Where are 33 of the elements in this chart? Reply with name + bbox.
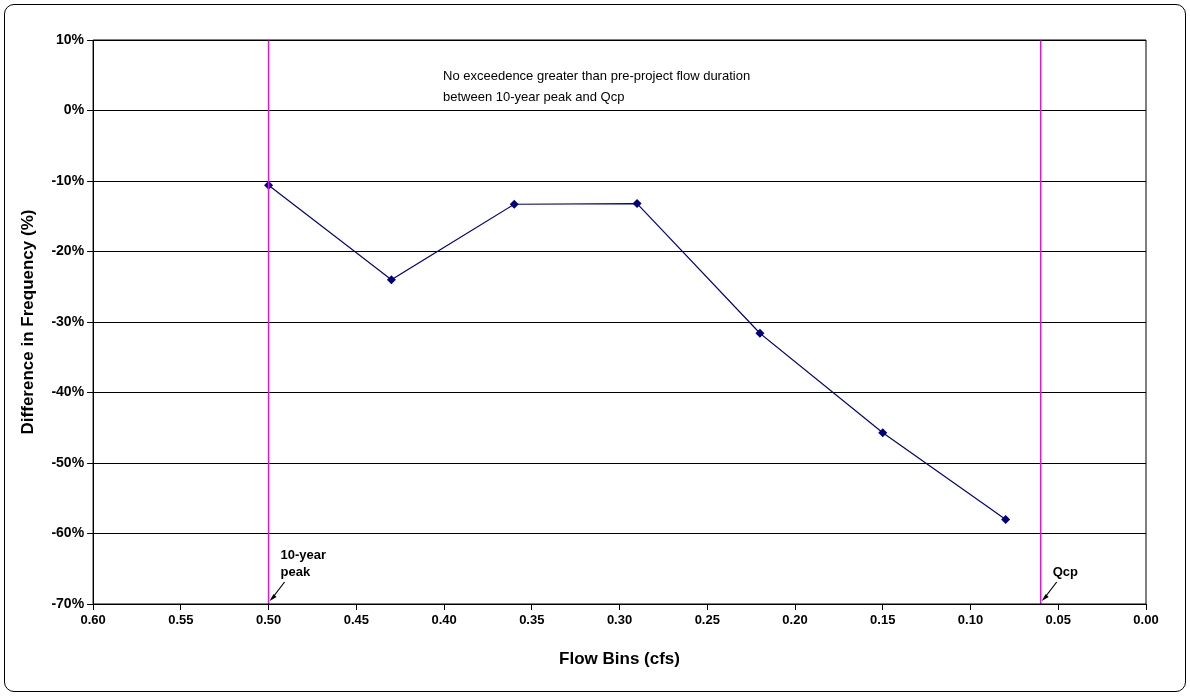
annotation: No exceedence greater than pre-project flow duration between 10-year peak and Qcp <box>443 68 751 104</box>
x-tick-label: 0.55 <box>168 612 194 628</box>
x-tick-label: 0.40 <box>431 612 457 628</box>
point <box>509 199 519 209</box>
y-tick-label: -10% <box>51 171 85 188</box>
y-axis-title: Difference in Frequency (%) <box>17 209 37 435</box>
point <box>878 428 888 438</box>
x-tick-label: 0.20 <box>782 612 808 628</box>
y-tick-label: -20% <box>51 242 85 259</box>
y-tick-label: -70% <box>51 594 85 611</box>
x-tick-label: 0.15 <box>870 612 896 628</box>
x-tick-label: 0.30 <box>606 612 633 628</box>
x-axis-title: Flow Bins (cfs) <box>559 649 680 669</box>
point <box>1001 514 1011 524</box>
x-tick-label: 0.50 <box>255 612 282 628</box>
y-tick-label: -60% <box>51 524 85 541</box>
point <box>755 328 765 338</box>
y-tick-label: 0% <box>63 101 85 118</box>
x-tick-label: 0.35 <box>519 612 545 628</box>
y-tick-label: 10% <box>56 30 85 47</box>
ref-line-label: 10-year peak <box>280 547 327 579</box>
x-tick-label: 0.45 <box>343 612 369 628</box>
point <box>386 275 396 285</box>
x-tick-label: 0.60 <box>80 612 106 628</box>
y-tick-label: -40% <box>51 383 85 400</box>
x-tick-label: 0.10 <box>957 612 984 628</box>
x-tick-label: 0.25 <box>694 612 720 628</box>
y-tick-label: -30% <box>51 312 85 329</box>
x-tick-label: 0.00 <box>1133 612 1159 628</box>
ref-line-label: Qcp <box>1052 564 1079 579</box>
point <box>632 199 642 209</box>
x-tick-label: 0.05 <box>1045 612 1071 628</box>
y-tick-label: -50% <box>51 453 85 470</box>
